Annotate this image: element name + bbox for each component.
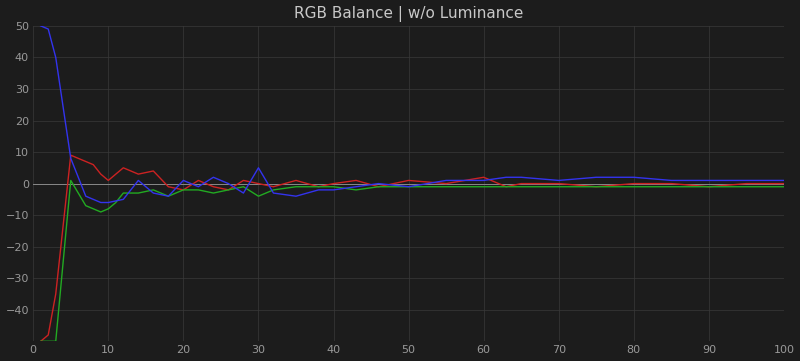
Title: RGB Balance | w/o Luminance: RGB Balance | w/o Luminance (294, 5, 523, 22)
